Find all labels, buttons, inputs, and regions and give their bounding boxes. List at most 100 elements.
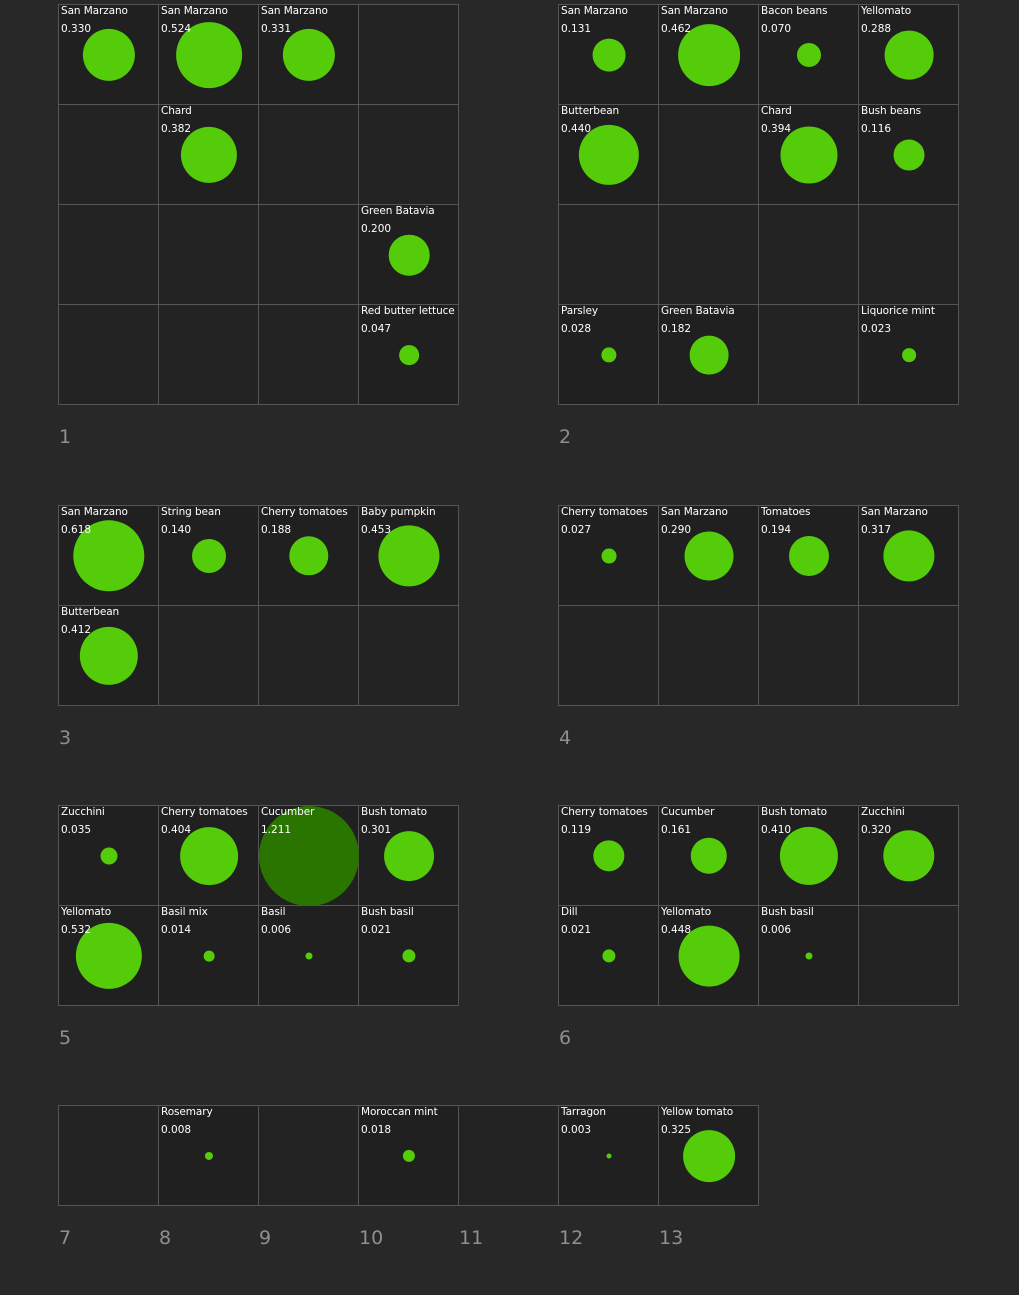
plant-cell[interactable]: Cucumber 0.161 (659, 806, 759, 906)
plant-cell[interactable]: San Marzano 0.330 (59, 5, 159, 105)
empty-cell[interactable] (359, 105, 459, 205)
plant-cell[interactable]: Rosemary 0.008 (159, 1106, 259, 1206)
empty-cell[interactable] (259, 305, 359, 405)
plant-cell[interactable]: Cucumber 1.211 (259, 806, 359, 906)
plant-cell[interactable]: Bush tomato 0.410 (759, 806, 859, 906)
plant-cell[interactable]: Baby pumpkin 0.453 (359, 506, 459, 606)
plant-cell[interactable]: Cherry tomatoes 0.027 (559, 506, 659, 606)
plant-cell[interactable]: Red butter lettuce 0.047 (359, 305, 459, 405)
plant-cell[interactable]: Butterbean 0.412 (59, 606, 159, 706)
empty-cell[interactable] (159, 205, 259, 305)
plant-cell[interactable]: San Marzano 0.524 (159, 5, 259, 105)
empty-cell[interactable] (759, 606, 859, 706)
pot-label: 12 (559, 1227, 584, 1249)
empty-cell[interactable] (259, 205, 359, 305)
empty-cell[interactable] (759, 305, 859, 405)
growth-bubble (689, 335, 729, 375)
plant-value: 0.462 (661, 23, 692, 35)
bed-2-grid: San Marzano 0.131 San Marzano 0.462 Bacon be… (558, 4, 959, 405)
empty-cell[interactable] (459, 1106, 559, 1206)
growth-bubble (678, 925, 740, 987)
plant-name: Green Batavia (661, 305, 735, 317)
growth-bubble (259, 806, 359, 906)
plant-value: 0.116 (861, 123, 892, 135)
plant-cell[interactable]: Yellow tomato 0.325 (659, 1106, 759, 1206)
plant-name: Cherry tomatoes (561, 806, 648, 818)
plant-name: San Marzano (261, 5, 328, 17)
plant-cell[interactable]: Bush tomato 0.301 (359, 806, 459, 906)
plant-cell[interactable]: Cherry tomatoes 0.188 (259, 506, 359, 606)
plant-value: 0.301 (361, 824, 392, 836)
plant-value: 0.035 (61, 824, 92, 836)
plant-name: Bush basil (361, 906, 414, 918)
plant-cell[interactable]: Cherry tomatoes 0.404 (159, 806, 259, 906)
empty-cell[interactable] (59, 1106, 159, 1206)
plant-name: Moroccan mint (361, 1106, 438, 1118)
plant-cell[interactable]: Chard 0.382 (159, 105, 259, 205)
plant-cell[interactable]: Bush beans 0.116 (859, 105, 959, 205)
plant-cell[interactable]: Butterbean 0.440 (559, 105, 659, 205)
plant-cell[interactable]: Bacon beans 0.070 (759, 5, 859, 105)
empty-cell[interactable] (359, 5, 459, 105)
plant-value: 0.021 (561, 924, 592, 936)
empty-cell[interactable] (859, 606, 959, 706)
empty-cell[interactable] (659, 606, 759, 706)
empty-cell[interactable] (559, 205, 659, 305)
plant-cell[interactable]: Tarragon 0.003 (559, 1106, 659, 1206)
plant-cell[interactable]: String bean 0.140 (159, 506, 259, 606)
empty-cell[interactable] (159, 606, 259, 706)
plant-cell[interactable]: Basil 0.006 (259, 906, 359, 1006)
plant-cell[interactable]: Basil mix 0.014 (159, 906, 259, 1006)
plant-name: Green Batavia (361, 205, 435, 217)
pot-label: 11 (459, 1227, 484, 1249)
plant-name: Cherry tomatoes (261, 506, 348, 518)
empty-cell[interactable] (759, 205, 859, 305)
plant-value: 0.331 (261, 23, 292, 35)
growth-bubble (788, 535, 830, 577)
plant-cell[interactable]: Moroccan mint 0.018 (359, 1106, 459, 1206)
plant-cell[interactable]: Parsley 0.028 (559, 305, 659, 405)
empty-cell[interactable] (59, 105, 159, 205)
plant-cell[interactable]: Green Batavia 0.182 (659, 305, 759, 405)
empty-cell[interactable] (59, 205, 159, 305)
plant-cell[interactable]: Cherry tomatoes 0.119 (559, 806, 659, 906)
plant-value: 0.027 (561, 524, 592, 536)
plant-cell[interactable]: Zucchini 0.320 (859, 806, 959, 906)
plant-value: 0.382 (161, 123, 192, 135)
plant-cell[interactable]: San Marzano 0.131 (559, 5, 659, 105)
plant-cell[interactable]: Liquorice mint 0.023 (859, 305, 959, 405)
empty-cell[interactable] (259, 1106, 359, 1206)
growth-bubble (282, 28, 336, 82)
plant-value: 0.404 (161, 824, 192, 836)
plant-cell[interactable]: Bush basil 0.006 (759, 906, 859, 1006)
plant-cell[interactable]: Yellomato 0.288 (859, 5, 959, 105)
plant-cell[interactable]: Tomatoes 0.194 (759, 506, 859, 606)
plant-cell[interactable]: Chard 0.394 (759, 105, 859, 205)
plant-cell[interactable]: San Marzano 0.462 (659, 5, 759, 105)
plant-cell[interactable]: Zucchini 0.035 (59, 806, 159, 906)
plant-cell[interactable]: San Marzano 0.618 (59, 506, 159, 606)
empty-cell[interactable] (859, 205, 959, 305)
plant-cell[interactable]: San Marzano 0.331 (259, 5, 359, 105)
plant-name: San Marzano (661, 5, 728, 17)
empty-cell[interactable] (259, 105, 359, 205)
empty-cell[interactable] (159, 305, 259, 405)
empty-cell[interactable] (659, 205, 759, 305)
plant-cell[interactable]: San Marzano 0.317 (859, 506, 959, 606)
plant-cell[interactable]: Bush basil 0.021 (359, 906, 459, 1006)
plant-name: Basil (261, 906, 286, 918)
empty-cell[interactable] (259, 606, 359, 706)
empty-cell[interactable] (559, 606, 659, 706)
plant-cell[interactable]: Yellomato 0.448 (659, 906, 759, 1006)
plant-cell[interactable]: Dill 0.021 (559, 906, 659, 1006)
empty-cell[interactable] (659, 105, 759, 205)
bed-label: 1 (59, 426, 72, 448)
plant-value: 0.047 (361, 323, 392, 335)
empty-cell[interactable] (859, 906, 959, 1006)
plant-cell[interactable]: San Marzano 0.290 (659, 506, 759, 606)
empty-cell[interactable] (59, 305, 159, 405)
bed-label: 6 (559, 1027, 572, 1049)
plant-cell[interactable]: Green Batavia 0.200 (359, 205, 459, 305)
empty-cell[interactable] (359, 606, 459, 706)
plant-cell[interactable]: Yellomato 0.532 (59, 906, 159, 1006)
